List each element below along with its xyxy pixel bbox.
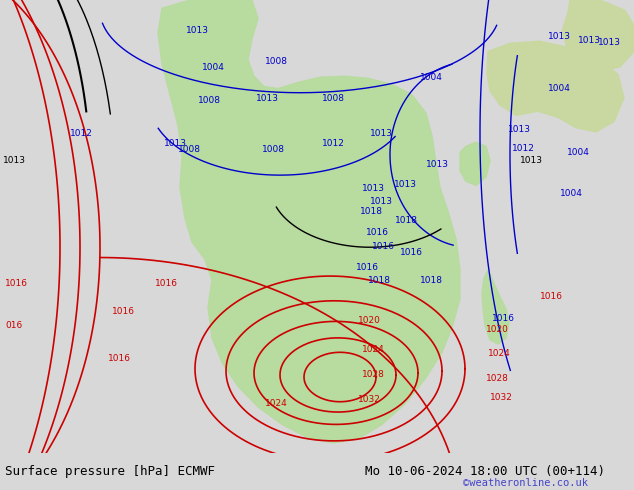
Text: 1024: 1024 [265, 399, 288, 408]
Text: Mo 10-06-2024 18:00 UTC (00+114): Mo 10-06-2024 18:00 UTC (00+114) [365, 465, 605, 478]
Text: 1018: 1018 [360, 207, 383, 216]
Text: 1013: 1013 [548, 32, 571, 41]
Text: 1004: 1004 [567, 147, 590, 156]
Text: 1012: 1012 [70, 129, 93, 138]
Text: 1028: 1028 [362, 370, 385, 379]
Text: 1016: 1016 [492, 315, 515, 323]
Text: ©weatheronline.co.uk: ©weatheronline.co.uk [463, 478, 588, 488]
Text: 1016: 1016 [155, 279, 178, 289]
Text: 1013: 1013 [370, 129, 393, 138]
Text: 1016: 1016 [5, 279, 28, 289]
Text: 1008: 1008 [322, 94, 345, 103]
Text: 1013: 1013 [520, 156, 543, 165]
Text: 1013: 1013 [3, 156, 26, 165]
Text: 1016: 1016 [108, 354, 131, 363]
Text: 1028: 1028 [486, 374, 509, 383]
Polygon shape [482, 270, 509, 344]
Text: 1013: 1013 [370, 197, 393, 206]
Text: 016: 016 [5, 320, 22, 330]
Text: 1016: 1016 [112, 307, 135, 316]
Polygon shape [158, 0, 460, 443]
Text: 1013: 1013 [362, 184, 385, 193]
Text: 1008: 1008 [198, 96, 221, 105]
Text: 1008: 1008 [262, 146, 285, 154]
Text: 1032: 1032 [358, 395, 381, 404]
Text: 1018: 1018 [420, 276, 443, 285]
Polygon shape [487, 41, 624, 132]
Text: 1013: 1013 [578, 36, 601, 45]
Text: 1013: 1013 [508, 125, 531, 134]
Text: 1020: 1020 [358, 317, 381, 325]
Text: 1008: 1008 [265, 57, 288, 66]
Polygon shape [0, 0, 634, 453]
Text: 1013: 1013 [256, 94, 279, 103]
Text: 1013: 1013 [394, 180, 417, 190]
Text: 1016: 1016 [366, 228, 389, 237]
Text: 1012: 1012 [512, 145, 535, 153]
Text: 1013: 1013 [186, 26, 209, 35]
Text: 1013: 1013 [598, 38, 621, 48]
Text: 1016: 1016 [400, 248, 423, 257]
Text: 1004: 1004 [420, 74, 443, 82]
Text: 1004: 1004 [202, 63, 225, 72]
Polygon shape [562, 0, 634, 70]
Text: 1012: 1012 [322, 139, 345, 148]
Text: 1013: 1013 [164, 139, 187, 148]
Text: 1013: 1013 [426, 160, 449, 169]
Text: 1004: 1004 [548, 84, 571, 93]
Text: 1032: 1032 [490, 392, 513, 402]
Text: 1018: 1018 [395, 216, 418, 224]
Text: Surface pressure [hPa] ECMWF: Surface pressure [hPa] ECMWF [5, 465, 215, 478]
Polygon shape [460, 142, 490, 185]
Text: 1020: 1020 [486, 325, 509, 334]
Text: 1024: 1024 [362, 345, 385, 354]
Text: 1016: 1016 [540, 292, 563, 301]
Text: 1016: 1016 [372, 242, 395, 251]
Text: 1016: 1016 [356, 263, 379, 272]
Text: 1004: 1004 [560, 189, 583, 198]
Text: 1018: 1018 [368, 276, 391, 285]
Text: 1024: 1024 [488, 349, 511, 358]
Text: 1008: 1008 [178, 146, 201, 154]
